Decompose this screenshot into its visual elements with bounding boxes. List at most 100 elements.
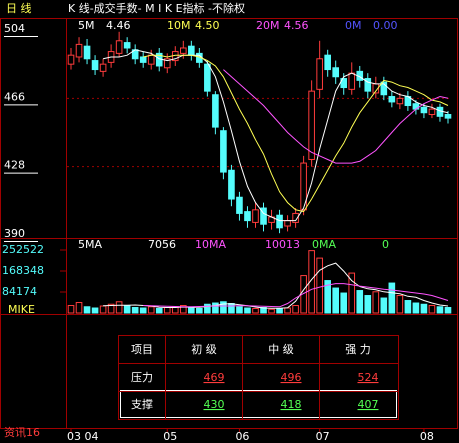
volume-bar [292, 305, 299, 314]
candle-body [115, 40, 123, 54]
volume-bar [220, 301, 227, 314]
candle-body [428, 108, 436, 116]
volume-bar [364, 295, 372, 314]
candle-body [316, 58, 323, 90]
v-tick-label: 168348 [2, 264, 44, 277]
volume-bar [99, 305, 107, 314]
legend-value: 4.50 [195, 19, 220, 32]
volume-bar [372, 291, 380, 314]
table-cell: 469 [204, 371, 225, 384]
period: 日 线 [6, 1, 32, 15]
volume-bar [316, 257, 323, 314]
legend-value: 0.00 [373, 19, 398, 32]
candle-body [188, 45, 195, 56]
candle-body [236, 196, 243, 214]
volume-bar [83, 306, 91, 314]
volume-bar [139, 307, 147, 314]
table-header: 初 级 [191, 342, 217, 356]
volume-bar [380, 297, 388, 314]
candle-body [204, 63, 211, 92]
v-tick-label: 84174 [2, 285, 37, 298]
candle-body [348, 72, 356, 90]
volume-bar [404, 300, 412, 314]
volume-bar [332, 287, 340, 314]
candle-body [260, 207, 267, 225]
y-tick-label: 428 [4, 159, 25, 172]
legend-name: 0M [345, 19, 362, 32]
candle-body [332, 67, 340, 78]
candle-body [444, 114, 452, 119]
candle-body [123, 42, 131, 49]
x-tick-label: 05 [163, 430, 177, 443]
volume-bar [348, 272, 356, 314]
table-cell: 压力 [131, 371, 153, 384]
volume-bar [75, 302, 83, 314]
table-header: 强 力 [345, 343, 371, 356]
legend-name: 5MA [78, 238, 102, 251]
volume-bar [268, 308, 275, 314]
candle-body [147, 54, 155, 65]
candle-body [75, 43, 83, 58]
ma-line [143, 283, 449, 308]
x-tick-label: 07 [316, 430, 330, 443]
volume-bar [428, 305, 436, 314]
volume-bar [396, 295, 404, 314]
volume-bar [252, 308, 259, 314]
candle-body [324, 54, 331, 71]
volume-bar [196, 308, 203, 314]
volume-bar [123, 305, 131, 314]
legend-value: 0 [382, 238, 389, 251]
candle-body [67, 54, 75, 65]
volume-bar [412, 302, 420, 314]
volume-bar [228, 303, 235, 314]
legend-value: 7056 [148, 238, 176, 251]
candle-body [364, 78, 372, 92]
volume-bar [204, 303, 211, 314]
table-cell: 524 [358, 371, 379, 384]
legend-value: 10013 [265, 238, 300, 251]
table-cell: 496 [281, 371, 302, 384]
candle-body [300, 162, 307, 211]
v-tick-label: 252522 [2, 243, 44, 256]
candle-body [244, 211, 251, 222]
candle-body [99, 63, 107, 72]
candle-body [91, 60, 99, 71]
table-header: 中 级 [268, 343, 294, 356]
volume-bar [436, 306, 444, 314]
volume-bar [212, 302, 219, 314]
y-tick-label: 466 [4, 90, 25, 103]
volume-bar [356, 290, 364, 314]
x-tick-label: 03 04 [67, 430, 99, 443]
volume-bar [308, 250, 315, 314]
table-cell: 430 [204, 398, 225, 411]
candle-body [163, 58, 171, 69]
candle-body [139, 56, 147, 63]
table-highlight [120, 390, 397, 418]
volume-bar [420, 303, 428, 314]
candle-body [380, 81, 388, 96]
volume-bar [340, 292, 348, 314]
volume-bar [244, 307, 251, 314]
volume-bar [131, 307, 139, 314]
legend-name: 5M [78, 19, 95, 32]
table-box [118, 335, 399, 420]
y-tick-label: 390 [4, 227, 25, 240]
x-tick-label: 06 [235, 430, 249, 443]
candle-body [276, 214, 283, 229]
volume-bar [324, 280, 331, 314]
candle-body [340, 78, 348, 89]
ma-line [223, 69, 449, 164]
candle-body [252, 209, 259, 223]
ma-line [143, 54, 449, 213]
legend-name: 0MA [312, 238, 336, 251]
frame [0, 18, 458, 429]
candle-body [284, 220, 291, 227]
candle-body [388, 96, 396, 103]
candle-body [220, 130, 227, 173]
volume-bar [179, 305, 187, 314]
volume-bar [188, 307, 195, 314]
news: 资讯16 [4, 426, 40, 439]
title: K 线-成交手数- M I K E指标 -不除权 [68, 1, 245, 15]
indicator: MIKE [8, 303, 35, 316]
